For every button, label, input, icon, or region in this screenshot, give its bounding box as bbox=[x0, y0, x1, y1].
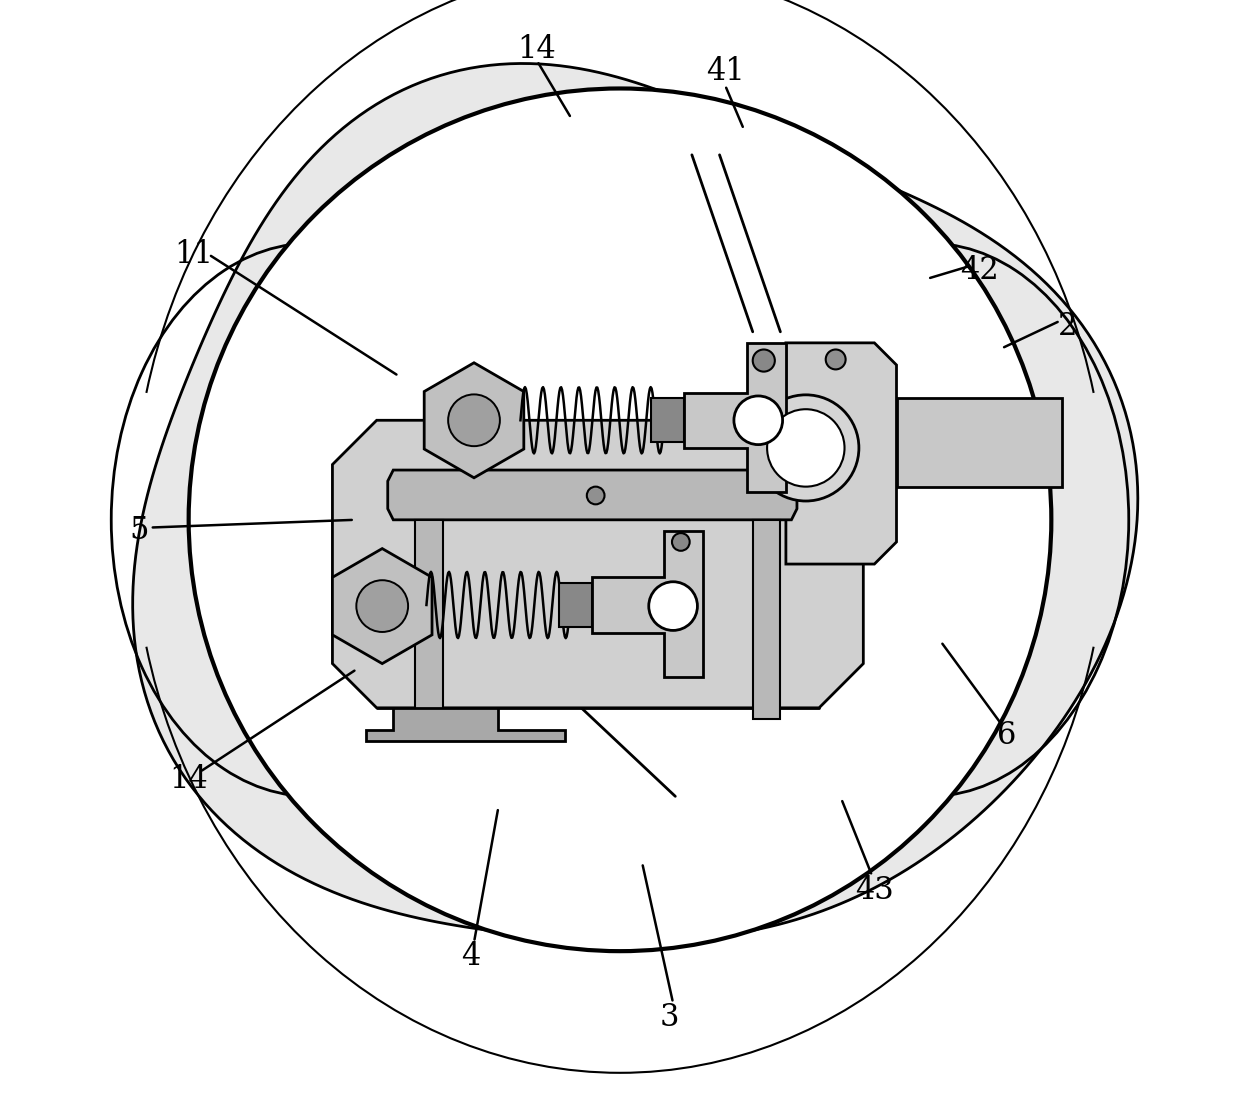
Text: 42: 42 bbox=[960, 255, 999, 286]
Circle shape bbox=[734, 396, 782, 445]
Circle shape bbox=[672, 533, 689, 551]
Circle shape bbox=[448, 395, 500, 446]
Text: 6: 6 bbox=[997, 720, 1017, 751]
Circle shape bbox=[826, 349, 846, 369]
Text: 5: 5 bbox=[129, 515, 149, 546]
Polygon shape bbox=[332, 549, 432, 664]
Polygon shape bbox=[897, 398, 1063, 487]
Circle shape bbox=[356, 581, 408, 632]
Polygon shape bbox=[786, 343, 897, 564]
Bar bbox=[651, 398, 684, 442]
Text: 14: 14 bbox=[170, 764, 208, 795]
Circle shape bbox=[188, 88, 1052, 951]
Text: 43: 43 bbox=[856, 875, 894, 906]
Bar bbox=[753, 520, 780, 719]
Circle shape bbox=[649, 582, 697, 630]
Circle shape bbox=[753, 395, 859, 501]
Polygon shape bbox=[133, 63, 1138, 941]
Circle shape bbox=[587, 487, 605, 504]
Text: 14: 14 bbox=[517, 34, 557, 65]
Circle shape bbox=[768, 409, 844, 487]
Circle shape bbox=[753, 349, 775, 372]
Polygon shape bbox=[684, 343, 786, 492]
Bar bbox=[415, 520, 443, 719]
Text: 2: 2 bbox=[1058, 311, 1078, 342]
Bar bbox=[559, 583, 593, 627]
Text: 41: 41 bbox=[706, 56, 744, 87]
Polygon shape bbox=[424, 363, 523, 478]
Text: 4: 4 bbox=[461, 941, 480, 972]
Polygon shape bbox=[366, 708, 564, 741]
Polygon shape bbox=[388, 470, 797, 520]
Text: 11: 11 bbox=[175, 239, 213, 270]
Polygon shape bbox=[593, 531, 703, 677]
Polygon shape bbox=[332, 420, 863, 708]
Text: 3: 3 bbox=[660, 1002, 680, 1033]
